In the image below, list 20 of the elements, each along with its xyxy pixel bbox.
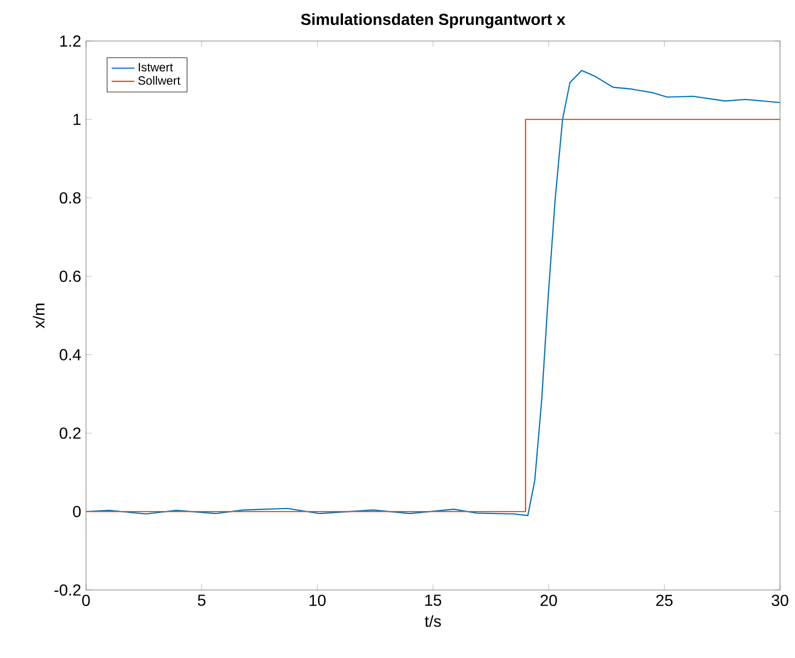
y-tick-label: 0.6: [60, 270, 81, 282]
x-tick-label: 0: [82, 594, 90, 606]
x-tick-label: 15: [425, 594, 442, 606]
y-tick-label: -0.2: [54, 584, 80, 596]
x-tick-label: 25: [656, 594, 673, 606]
x-tick-label: 10: [310, 594, 326, 606]
x-axis-title: t/s: [424, 615, 441, 627]
legend-label: Sollwert: [138, 76, 180, 85]
y-tick-label: 1: [74, 114, 81, 125]
y-tick-label: 0.2: [60, 427, 80, 439]
x-tick-label: 30: [772, 594, 788, 606]
y-tick-label: 1.2: [60, 35, 80, 47]
y-tick-label: 0.8: [60, 192, 81, 204]
y-tick-label: 0: [73, 506, 81, 518]
y-tick-label: 0.4: [60, 349, 81, 360]
x-tick-label: 20: [540, 594, 557, 606]
x-tick-label: 5: [198, 594, 206, 606]
y-axis-title: x/m: [32, 304, 45, 328]
legend-label: Istwert: [138, 63, 173, 72]
chart-title: Simulationsdaten Sprungantwort x: [301, 13, 566, 28]
